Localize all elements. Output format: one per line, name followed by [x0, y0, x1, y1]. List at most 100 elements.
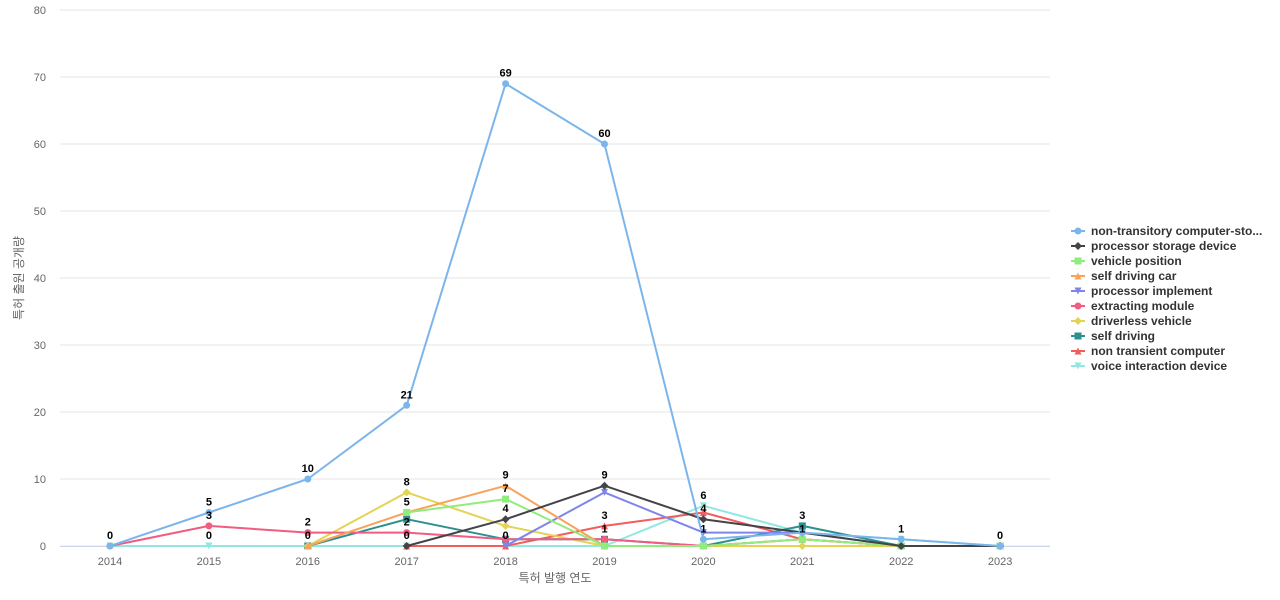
data-point[interactable]	[205, 522, 213, 530]
data-point[interactable]	[304, 529, 312, 537]
legend-marker	[1074, 242, 1082, 250]
data-point[interactable]	[502, 495, 510, 503]
data-point[interactable]	[798, 535, 806, 543]
legend-item[interactable]: self driving	[1071, 329, 1155, 343]
data-point[interactable]	[897, 542, 906, 550]
data-point[interactable]	[403, 529, 411, 537]
legend-label: extracting module	[1091, 299, 1195, 313]
data-point[interactable]	[501, 521, 510, 530]
legend-item[interactable]: non transient computer	[1071, 344, 1225, 358]
y-tick-label: 70	[34, 72, 46, 84]
data-label: 1	[700, 523, 706, 535]
data-point[interactable]	[798, 529, 806, 537]
data-point[interactable]	[798, 522, 806, 530]
data-point[interactable]	[699, 515, 708, 524]
data-point[interactable]	[402, 488, 411, 497]
data-point[interactable]	[996, 542, 1004, 550]
x-tick-label: 2021	[790, 556, 814, 568]
data-label: 8	[404, 476, 410, 488]
data-point[interactable]	[699, 535, 707, 543]
data-label: 3	[206, 510, 212, 522]
data-point[interactable]	[403, 401, 411, 409]
y-tick-label: 80	[34, 5, 46, 17]
data-point[interactable]	[501, 515, 510, 524]
legend-item[interactable]: processor storage device	[1071, 239, 1237, 253]
data-label: 4	[700, 503, 707, 515]
x-axis-title: 특허 발행 연도	[519, 570, 592, 585]
data-point[interactable]	[601, 542, 608, 550]
legend-label: processor implement	[1091, 284, 1212, 298]
data-point[interactable]	[699, 502, 707, 510]
data-label: 3	[601, 510, 607, 522]
data-label: 1	[601, 523, 607, 535]
legend-marker	[1074, 227, 1082, 235]
data-point[interactable]	[699, 509, 707, 516]
legend-item[interactable]: vehicle position	[1071, 254, 1182, 268]
data-label: 0	[503, 530, 509, 542]
data-point[interactable]	[798, 542, 807, 550]
data-label: 2	[404, 517, 410, 529]
data-point[interactable]	[502, 542, 510, 550]
data-point[interactable]	[106, 542, 114, 550]
data-point[interactable]	[601, 488, 608, 496]
data-point[interactable]	[304, 475, 312, 483]
data-label: 9	[601, 470, 607, 482]
x-tick-label: 2022	[889, 556, 913, 568]
legend-label: voice interaction device	[1091, 359, 1227, 373]
legend: non-transitory computer-sto...processor …	[1071, 224, 1262, 373]
legend-item[interactable]: voice interaction device	[1071, 359, 1227, 373]
data-label: 69	[499, 68, 511, 80]
x-tick-label: 2019	[592, 556, 616, 568]
legend-marker	[1074, 317, 1082, 325]
data-point[interactable]	[897, 535, 905, 543]
data-label: 1	[898, 523, 904, 535]
legend-label: self driving	[1091, 329, 1155, 343]
legend-label: processor storage device	[1091, 239, 1237, 253]
data-point[interactable]	[601, 140, 608, 148]
y-tick-label: 20	[34, 407, 46, 419]
data-point[interactable]	[403, 515, 411, 523]
y-tick-label: 50	[34, 206, 46, 218]
grid-layer	[60, 9, 1050, 547]
y-tick-label: 60	[34, 139, 46, 151]
data-point[interactable]	[502, 482, 510, 490]
data-label: 1	[799, 523, 805, 535]
legend-item[interactable]: extracting module	[1071, 299, 1195, 313]
legend-marker	[1074, 362, 1082, 370]
legend-label: non transient computer	[1091, 344, 1225, 358]
data-label: 5	[404, 497, 410, 509]
data-label: 3	[799, 510, 805, 522]
x-tick-label: 2014	[98, 556, 122, 568]
data-point[interactable]	[601, 522, 608, 530]
data-label: 0	[305, 530, 311, 542]
data-point[interactable]	[502, 535, 510, 543]
x-tick-label: 2015	[197, 556, 221, 568]
data-label: 0	[997, 530, 1003, 542]
data-point[interactable]	[403, 509, 411, 516]
data-label: 0	[206, 530, 212, 542]
data-point[interactable]	[600, 481, 609, 490]
y-tick-label: 30	[34, 340, 46, 352]
legend-item[interactable]: self driving car	[1071, 269, 1177, 283]
data-point[interactable]	[205, 542, 213, 550]
data-point[interactable]	[502, 80, 510, 88]
x-tick-label: 2018	[493, 556, 517, 568]
data-point[interactable]	[699, 542, 707, 550]
data-label: 9	[503, 470, 509, 482]
series-line	[109, 82, 1001, 547]
legend-item[interactable]: processor implement	[1071, 284, 1212, 298]
y-axis-title: 특허 출원 공개량	[12, 236, 26, 320]
data-point[interactable]	[205, 509, 213, 516]
data-point[interactable]	[601, 535, 608, 543]
legend-item[interactable]: driverless vehicle	[1071, 314, 1192, 328]
data-point[interactable]	[304, 542, 312, 550]
series-non-transitory-computer-sto-	[106, 80, 1004, 550]
data-label: 7	[503, 483, 509, 495]
data-label: 21	[401, 389, 413, 401]
data-label: 10	[302, 463, 314, 475]
legend-item[interactable]: non-transitory computer-sto...	[1071, 224, 1262, 238]
data-point[interactable]	[402, 542, 411, 550]
